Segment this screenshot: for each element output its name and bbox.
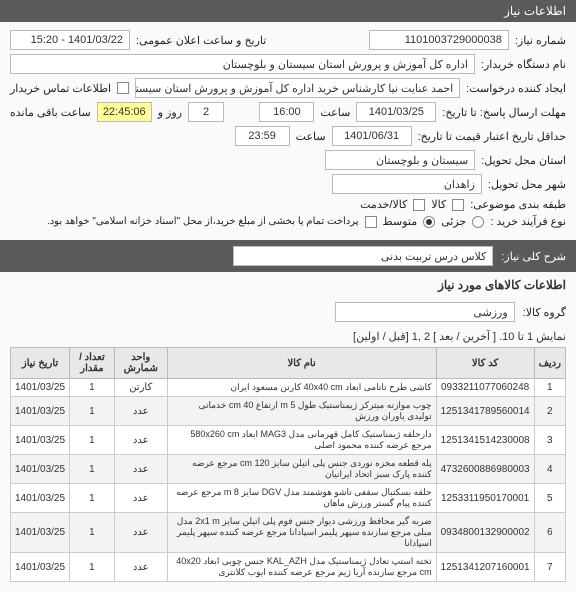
table-row[interactable]: 10933211077060248کاشی طرح تاتامی ابعاد 4… [11, 379, 566, 397]
validity-date: 1401/06/31 [332, 126, 412, 146]
table-row[interactable]: 44732600886980003پله قطعه مخزه نوردی جنس… [11, 455, 566, 484]
pubdate-label: تاریخ و ساعت اعلان عمومی: [136, 34, 266, 47]
buyer-value: اداره کل آموزش و پرورش استان سیستان و بل… [10, 54, 475, 74]
cell-date: 1401/03/25 [11, 484, 70, 513]
category-label: طبقه بندی موضوعی: [470, 198, 566, 211]
cell-unit: عدد [114, 397, 167, 426]
cell-n: 2 [534, 397, 565, 426]
time-label-2: ساعت [296, 130, 326, 143]
process-low-radio[interactable] [472, 216, 484, 228]
cat-product-checkbox[interactable] [452, 199, 464, 211]
table-row[interactable]: 21251341789560014چوب موازنه میترکز ژیمنا… [11, 397, 566, 426]
city-label: شهر محل تحویل: [488, 178, 566, 191]
col-name[interactable]: نام کالا [167, 348, 436, 379]
group-value: ورزشی [335, 302, 515, 322]
table-row[interactable]: 51253311950170001حلقه بسکتبال سقفی تاشو … [11, 484, 566, 513]
cell-code: 0933211077060248 [436, 379, 534, 397]
remain-days: 2 [188, 102, 224, 122]
cell-unit: عدد [114, 484, 167, 513]
items-title: اطلاعات کالاهای مورد نیاز [0, 272, 576, 298]
col-date[interactable]: تاریخ نیاز [11, 348, 70, 379]
cell-qty: 1 [70, 379, 115, 397]
col-unit[interactable]: واحد شمارش [114, 348, 167, 379]
process-mid-label: متوسط [383, 215, 418, 228]
group-label: گروه کالا: [523, 306, 566, 319]
col-code[interactable]: کد کالا [436, 348, 534, 379]
cell-n: 5 [534, 484, 565, 513]
cell-unit: عدد [114, 426, 167, 455]
creator-label: ایجاد کننده درخواست: [466, 82, 566, 95]
days-label: روز و [158, 106, 182, 119]
pager[interactable]: نمایش 1 تا 10. [ آخرین / بعد ] 2 ,1 [قبل… [0, 326, 576, 347]
cat-service-checkbox[interactable] [413, 199, 425, 211]
reqno-label: شماره نیاز: [515, 34, 566, 47]
panel-title: اطلاعات نیاز [504, 4, 566, 18]
table-row[interactable]: 31251341514230008دارحلقه ژیمناستیک کامل … [11, 426, 566, 455]
table-row[interactable]: 60934800132900002ضربه گیر محافظ ورزشی دی… [11, 513, 566, 553]
cell-code: 1253311950170001 [436, 484, 534, 513]
treasury-note: پرداخت تمام یا بخشی از مبلغ خرید،از محل … [47, 216, 359, 227]
cell-name: دارحلقه ژیمناستیک کامل قهرمانی مدل MAG3 … [167, 426, 436, 455]
panel-header: اطلاعات نیاز [0, 0, 576, 22]
cell-code: 0934800132900002 [436, 513, 534, 553]
reqno-value: 1101003729000038 [369, 30, 509, 50]
cat-service-label: کالا/خدمت [360, 198, 407, 211]
cell-qty: 1 [70, 426, 115, 455]
cell-n: 6 [534, 513, 565, 553]
creator-value: احمد عنایت نیا کارشناس خرید اداره کل آمو… [135, 78, 460, 98]
cell-qty: 1 [70, 484, 115, 513]
remain-time: 22:45:06 [97, 102, 152, 122]
cell-unit: کارتن [114, 379, 167, 397]
cell-code: 1251341514230008 [436, 426, 534, 455]
buyer-label: نام دستگاه خریدار: [481, 58, 566, 71]
cell-date: 1401/03/25 [11, 379, 70, 397]
cell-date: 1401/03/25 [11, 426, 70, 455]
cell-qty: 1 [70, 397, 115, 426]
group-row: گروه کالا: ورزشی [0, 298, 576, 326]
form-section: شماره نیاز: 1101003729000038 تاریخ و ساع… [0, 22, 576, 240]
treasury-checkbox[interactable] [365, 216, 377, 228]
items-table: ردیف کد کالا نام کالا واحد شمارش تعداد /… [10, 347, 566, 582]
contact-checkbox[interactable] [117, 82, 129, 94]
cat-product-label: کالا [431, 198, 446, 211]
time-label-1: ساعت [320, 106, 350, 119]
col-row[interactable]: ردیف [534, 348, 565, 379]
city-value: زاهدان [332, 174, 482, 194]
cell-date: 1401/03/25 [11, 455, 70, 484]
remain-label: ساعت باقی مانده [10, 106, 91, 119]
validity-time: 23:59 [235, 126, 290, 146]
cell-code: 1251341789560014 [436, 397, 534, 426]
cell-name: ضربه گیر محافظ ورزشی دیوار جنس فوم پلی ا… [167, 513, 436, 553]
cell-date: 1401/03/25 [11, 513, 70, 553]
col-qty[interactable]: تعداد / مقدار [70, 348, 115, 379]
cell-code: 4732600886980003 [436, 455, 534, 484]
cell-unit: عدد [114, 455, 167, 484]
cell-n: 4 [534, 455, 565, 484]
cell-n: 1 [534, 379, 565, 397]
deadline-date: 1401/03/25 [356, 102, 436, 122]
deadline-label: مهلت ارسال پاسخ: تا تاریخ: [442, 106, 566, 119]
cell-name: کاشی طرح تاتامی ابعاد 40x40 cm کارتن مسع… [167, 379, 436, 397]
contact-label: اطلاعات تماس خریدار [10, 82, 111, 95]
desc-row: شرح کلی نیاز: کلاس درس تربیت بدنی [0, 240, 576, 272]
process-label: نوع فرآیند خرید : [490, 215, 566, 228]
cell-unit: عدد [114, 513, 167, 553]
deadline-time: 16:00 [259, 102, 314, 122]
validity-label: حداقل تاریخ اعتبار قیمت تا تاریخ: [418, 130, 566, 143]
cell-qty: 1 [70, 455, 115, 484]
desc-label: شرح کلی نیاز: [501, 250, 566, 263]
cell-date: 1401/03/25 [11, 397, 70, 426]
desc-value: کلاس درس تربیت بدنی [233, 246, 493, 266]
cell-qty: 1 [70, 513, 115, 553]
process-low-label: جزئی [441, 215, 466, 228]
cell-name: پله قطعه مخزه نوردی جنس پلی اتیلن سایز c… [167, 455, 436, 484]
process-mid-radio[interactable] [423, 216, 435, 228]
cell-n: 3 [534, 426, 565, 455]
province-label: استان محل تحویل: [481, 154, 566, 167]
province-value: سیستان و بلوچستان [325, 150, 475, 170]
pubdate-value: 1401/03/22 - 15:20 [10, 30, 130, 50]
cell-name: حلقه بسکتبال سقفی تاشو هوشمند مدل DGV سا… [167, 484, 436, 513]
cell-name: چوب موازنه میترکز ژیمناستیک طول m 5 ارتف… [167, 397, 436, 426]
